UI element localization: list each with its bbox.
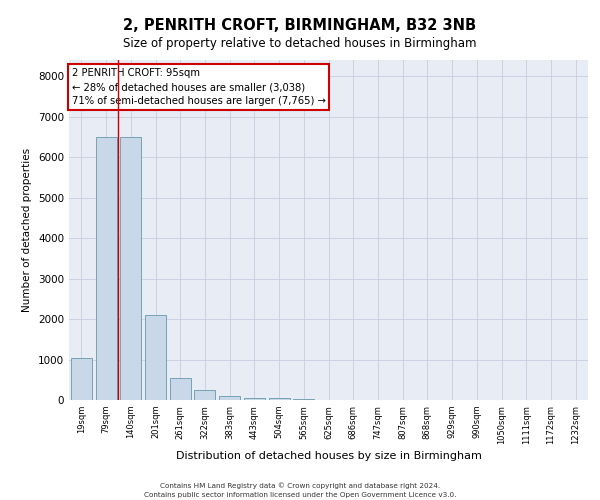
Bar (170, 378, 191, 400)
Bar (269, 398, 290, 400)
X-axis label: Distribution of detached houses by size in Birmingham: Distribution of detached houses by size … (176, 451, 481, 461)
Bar (120, 137, 141, 400)
Bar (71, 358, 92, 400)
Text: Size of property relative to detached houses in Birmingham: Size of property relative to detached ho… (123, 38, 477, 51)
Bar (145, 315, 166, 400)
Text: Contains HM Land Registry data © Crown copyright and database right 2024.
Contai: Contains HM Land Registry data © Crown c… (144, 482, 456, 498)
Bar (244, 398, 265, 400)
Bar (293, 399, 314, 400)
Bar (194, 390, 215, 400)
Y-axis label: Number of detached properties: Number of detached properties (22, 148, 32, 312)
Text: 2, PENRITH CROFT, BIRMINGHAM, B32 3NB: 2, PENRITH CROFT, BIRMINGHAM, B32 3NB (124, 18, 476, 32)
Bar (95, 137, 116, 400)
Text: 2 PENRITH CROFT: 95sqm
← 28% of detached houses are smaller (3,038)
71% of semi-: 2 PENRITH CROFT: 95sqm ← 28% of detached… (71, 68, 325, 106)
Bar (219, 396, 240, 400)
